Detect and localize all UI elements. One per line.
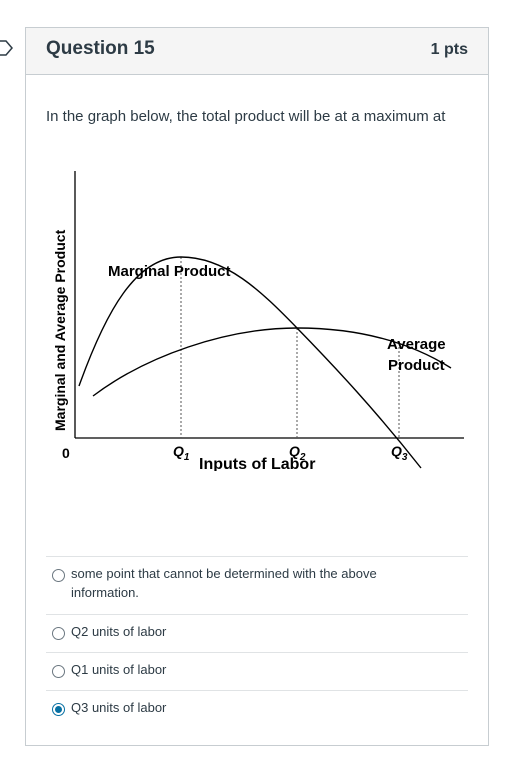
x-axis-label: Inputs of Labor	[199, 456, 315, 471]
radio-button[interactable]	[52, 627, 65, 640]
question-text: In the graph below, the total product wi…	[46, 108, 446, 125]
radio-button[interactable]	[52, 569, 65, 582]
tick-q3: Q3	[391, 443, 408, 463]
answer-list: some point that cannot be determined wit…	[46, 556, 468, 728]
marginal-product-label: Marginal Product	[108, 263, 231, 280]
answer-option-2[interactable]: Q2 units of labor	[46, 614, 468, 652]
answer-option-3[interactable]: Q1 units of labor	[46, 652, 468, 690]
y-axis-label: Marginal and Average Product	[52, 229, 68, 431]
answer-label: Q2 units of labor	[71, 624, 167, 639]
question-points: 1 pts	[430, 41, 468, 58]
tick-q2: Q2	[289, 443, 306, 463]
answer-label: Q3 units of labor	[71, 700, 167, 715]
tick-q1: Q1	[173, 443, 190, 463]
answer-label: Q1 units of labor	[71, 662, 167, 677]
answer-option-1[interactable]: some point that cannot be determined wit…	[46, 556, 468, 614]
average-product-curve	[92, 327, 452, 397]
question-card: Question 15 1 pts In the graph below, th…	[25, 27, 489, 746]
answer-option-4[interactable]: Q3 units of labor	[46, 690, 468, 728]
origin-label: 0	[62, 445, 70, 461]
question-title: Question 15	[46, 38, 155, 59]
average-product-label-line2: Product	[388, 357, 445, 374]
average-product-label-line1: Average	[387, 336, 446, 353]
marginal-product-curve	[78, 256, 422, 469]
question-header: Question 15 1 pts	[26, 28, 488, 75]
product-graph: Marginal and Average Product 0 Marginal …	[52, 171, 464, 471]
radio-button-selected[interactable]	[52, 703, 65, 716]
radio-button[interactable]	[52, 665, 65, 678]
answer-label: some point that cannot be determined wit…	[71, 566, 377, 600]
bookmark-flag-icon[interactable]	[0, 40, 14, 56]
